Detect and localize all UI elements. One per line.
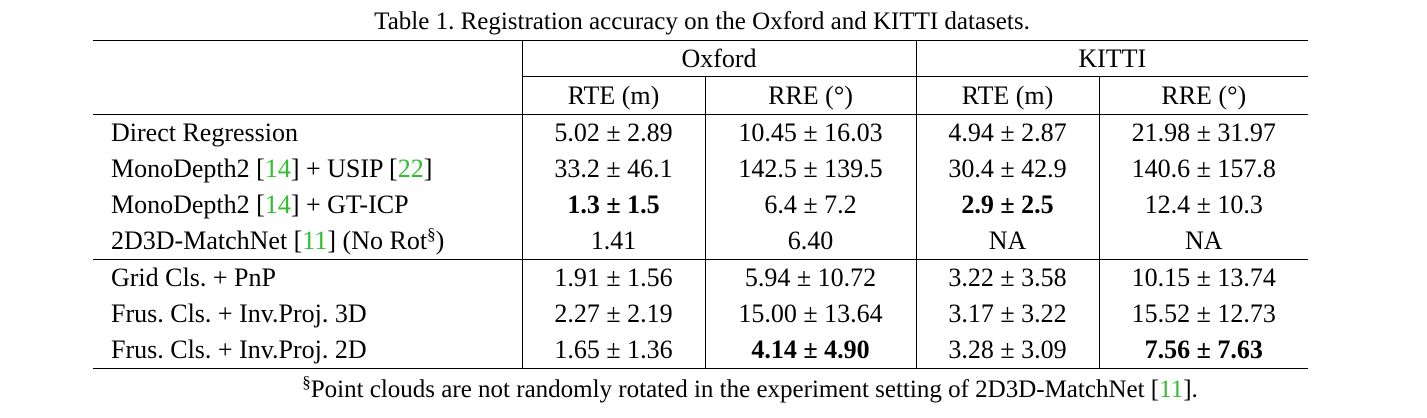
method-name-cell: Frus. Cls. + Inv.Proj. 2D [93, 332, 522, 369]
method-name: Frus. Cls. + Inv.Proj. 2D [111, 335, 367, 364]
value-cell: 12.4 ± 10.3 [1098, 187, 1308, 223]
value-cell: 6.40 [704, 223, 916, 260]
value-cell: 15.00 ± 13.64 [704, 296, 916, 332]
table-footnote: §Point clouds are not randomly rotated i… [0, 372, 1427, 408]
table-caption: Table 1. Registration accuracy on the Ox… [374, 8, 1030, 35]
value-cell: 1.91 ± 1.56 [521, 259, 705, 296]
method-name-cell: MonoDepth2 [14] + USIP [22] [93, 151, 522, 187]
method-name-cell: 2D3D-MatchNet [11] (No Rot§) [93, 223, 522, 260]
value-cell: 7.56 ± 7.63 [1098, 332, 1308, 369]
value-cell: 10.15 ± 13.74 [1098, 259, 1308, 296]
value-cell: 15.52 ± 12.73 [1098, 296, 1308, 332]
column-header: RRE (°) [1098, 76, 1308, 115]
table-row: Frus. Cls. + Inv.Proj. 2D 1.65 ± 1.36 4.14… [93, 332, 1308, 369]
table-row: MonoDepth2 [14] + GT-ICP 1.3 ± 1.5 6.4 ± 7… [93, 187, 1308, 223]
table-row: Direct Regression 5.02 ± 2.89 10.45 ± 16.0… [93, 114, 1308, 152]
value-cell: 1.65 ± 1.36 [521, 332, 705, 369]
value-cell: 3.17 ± 3.22 [915, 296, 1099, 332]
dataset-header-kitti: KITTI [915, 40, 1308, 77]
method-name-cont: ) [435, 226, 445, 255]
citation-link[interactable]: 14 [264, 190, 291, 219]
method-name-cell: Direct Regression [93, 115, 522, 152]
value-cell: 142.5 ± 139.5 [704, 151, 916, 187]
table-row: Grid Cls. + PnP 1.91 ± 1.56 5.94 ± 10.72 3.… [93, 259, 1308, 297]
method-name: 2D3D-MatchNet [ [111, 226, 303, 255]
value-cell: 5.02 ± 2.89 [521, 114, 705, 151]
method-name-cont: ] + USIP [ [290, 154, 398, 183]
footnote-end: ]. [1183, 376, 1198, 403]
citation-link[interactable]: 14 [264, 154, 291, 183]
value-cell: 5.94 ± 10.72 [704, 259, 916, 296]
footnote-text: Point clouds are not randomly rotated in… [310, 376, 1160, 403]
table-row: MonoDepth2 [14] + USIP [22] 33.2 ± 46.1 14… [93, 151, 1308, 187]
value-cell: 140.6 ± 157.8 [1098, 151, 1308, 187]
table-row: Frus. Cls. + Inv.Proj. 3D 2.27 ± 2.19 15.0… [93, 296, 1308, 332]
value-cell: 2.27 ± 2.19 [521, 296, 705, 332]
table-row: 2D3D-MatchNet [11] (No Rot§) 1.41 6.40 NA NA [93, 223, 1308, 260]
proposed-methods-group: Grid Cls. + PnP 1.91 ± 1.56 5.94 ± 10.72 3.… [93, 259, 1308, 369]
dataset-header-oxford: Oxford [521, 40, 916, 77]
method-name: Direct Regression [111, 118, 299, 147]
value-cell: 21.98 ± 31.97 [1098, 114, 1308, 151]
method-name-cont: ] + GT-ICP [290, 190, 409, 219]
empty-header-cell [93, 41, 522, 77]
value-cell: 33.2 ± 46.1 [521, 151, 705, 187]
column-header: RRE (°) [704, 76, 916, 115]
value-cell: 4.14 ± 4.90 [704, 332, 916, 369]
value-cell: 2.9 ± 2.5 [915, 187, 1099, 223]
baseline-methods-group: Direct Regression 5.02 ± 2.89 10.45 ± 16.0… [93, 114, 1308, 260]
method-name: MonoDepth2 [ [111, 190, 265, 219]
method-name-cont: ] (No Rot [327, 226, 428, 255]
citation-link[interactable]: 11 [1159, 376, 1184, 403]
method-name-cell: MonoDepth2 [14] + GT-ICP [93, 187, 522, 223]
footnote-marker: § [302, 372, 311, 392]
results-table: Oxford KITTI RTE (m) RRE (°) RTE (m) RRE… [93, 40, 1308, 369]
citation-link[interactable]: 22 [397, 154, 424, 183]
method-name: MonoDepth2 [ [111, 154, 265, 183]
method-name-cell: Grid Cls. + PnP [93, 260, 522, 297]
value-cell: 3.22 ± 3.58 [915, 259, 1099, 296]
value-cell: 10.45 ± 16.03 [704, 114, 916, 151]
method-name-cell: Frus. Cls. + Inv.Proj. 3D [93, 296, 522, 332]
empty-header-cell [93, 77, 522, 115]
column-header: RTE (m) [915, 76, 1099, 115]
footnote-marker: § [427, 224, 436, 244]
value-cell: NA [1098, 223, 1308, 260]
column-header: RTE (m) [521, 76, 705, 115]
value-cell: 3.28 ± 3.09 [915, 332, 1099, 369]
method-name: Grid Cls. + PnP [111, 263, 276, 292]
metric-header-row: RTE (m) RRE (°) RTE (m) RRE (°) [93, 76, 1308, 115]
dataset-header-row: Oxford KITTI [93, 40, 1308, 77]
method-name-cont: ] [423, 154, 433, 183]
value-cell: 4.94 ± 2.87 [915, 114, 1099, 151]
method-name: Frus. Cls. + Inv.Proj. 3D [111, 299, 367, 328]
citation-link[interactable]: 11 [302, 226, 328, 255]
value-cell: 30.4 ± 42.9 [915, 151, 1099, 187]
value-cell: NA [915, 223, 1099, 260]
value-cell: 6.4 ± 7.2 [704, 187, 916, 223]
value-cell: 1.41 [521, 223, 705, 260]
value-cell: 1.3 ± 1.5 [521, 187, 705, 223]
